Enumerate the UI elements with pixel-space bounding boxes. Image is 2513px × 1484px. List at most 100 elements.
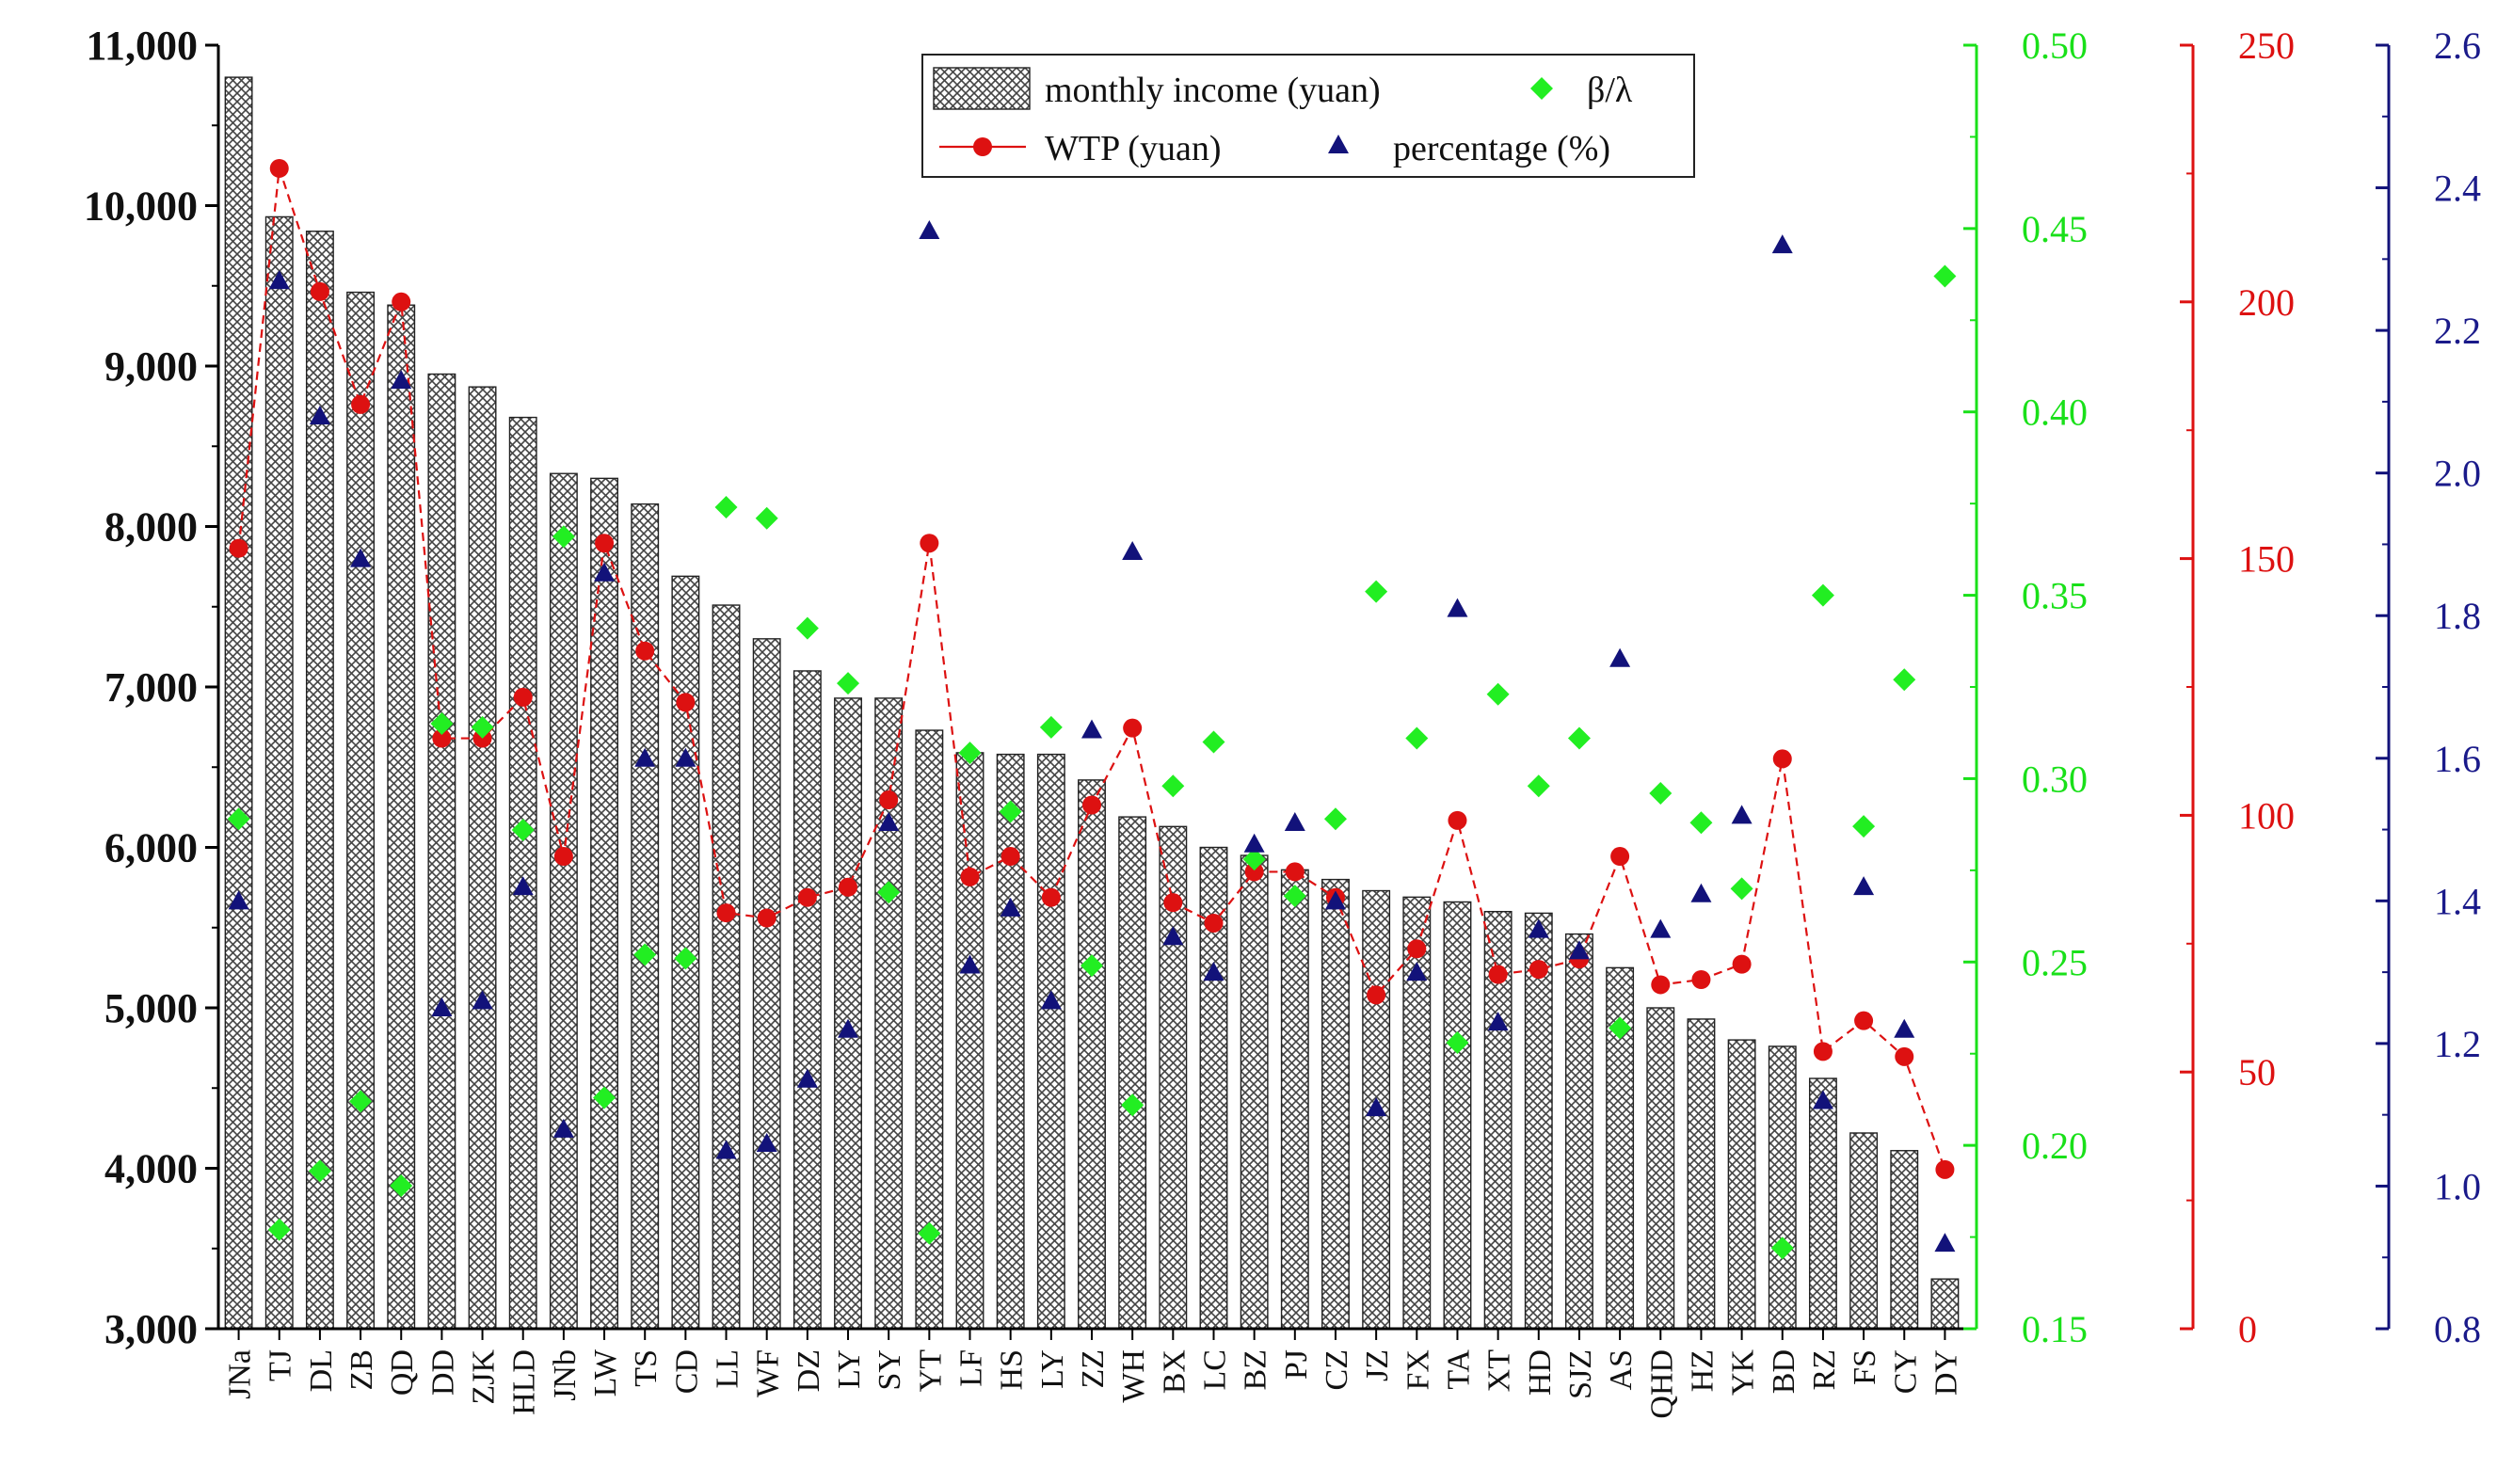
wtp-axis-tick-label: 250 [2238,24,2295,67]
percentage-point [268,270,290,290]
beta-lambda-point [918,1221,941,1245]
wtp-axis-tick-label: 100 [2238,794,2295,837]
bar-income [1036,753,1065,1330]
x-axis-category-label: WH [1116,1349,1151,1403]
bar-income [1808,1077,1837,1330]
bar-income [1768,1045,1797,1330]
legend-swatch-wtp-marker [973,137,992,156]
wtp-point [1163,893,1183,913]
beta-lambda-point [227,807,250,831]
wtp-point [1000,847,1020,867]
beta-lambda-point [1811,583,1834,607]
x-axis-category-label: RZ [1807,1349,1842,1390]
percentage-point [1081,719,1102,739]
wtp-point [1529,960,1548,980]
beta-lambda-point [267,1218,291,1241]
bar-income [1727,1039,1756,1330]
wtp-point [1285,862,1305,882]
percentage-point [838,1018,859,1038]
percentage-axis-tick-label: 1.8 [2434,595,2481,637]
percentage-point [1284,811,1305,831]
beta-lambda-point [1609,1016,1632,1040]
wtp-point [595,534,615,553]
bar-income [1280,869,1309,1330]
beta-lambda-point [1770,1237,1794,1260]
wtp-point [392,292,411,311]
left-axis-tick-label: 10,000 [84,184,198,230]
wtp-axis-tick-label: 200 [2238,281,2295,324]
wtp-point [1488,965,1508,984]
x-axis-category-label: JNb [548,1349,583,1401]
legend-label-income: monthly income (yuan) [1045,71,1381,110]
left-axis-tick-label: 3,000 [104,1306,198,1352]
percentage-axis-tick-label: 2.4 [2434,168,2481,210]
beta-lambda-axis-tick-label: 0.50 [2022,24,2088,67]
x-axis-category-label: SJZ [1563,1349,1598,1399]
percentage-point [1609,647,1631,667]
percentage-point [1406,962,1428,981]
x-axis-category-label: QD [385,1349,420,1396]
percentage-axis-tick-label: 2.6 [2434,24,2481,67]
beta-lambda-point [1242,848,1266,871]
wtp-point [1448,810,1467,830]
wtp-point [839,877,858,897]
percentage-point [552,1118,574,1138]
beta-lambda-point [1039,715,1063,739]
x-axis-category-label: HS [995,1349,1030,1390]
bar-income [1890,1150,1919,1330]
wtp-point [879,790,899,810]
beta-lambda-point [999,800,1022,823]
bar-income [1849,1132,1879,1330]
wtp-point [1367,985,1386,1005]
percentage-point [1690,883,1712,902]
legend-swatch-beta-lambda [1530,77,1553,100]
wtp-point [310,281,329,301]
x-axis-category-label: HLD [507,1349,542,1415]
beta-lambda-point [1852,815,1876,838]
beta-lambda-point [1567,726,1591,750]
wtp-point [1244,862,1264,882]
beta-lambda-axis-tick-label: 0.40 [2022,391,2088,434]
beta-lambda-point [430,711,454,735]
legend-label-beta-lambda: β/λ [1587,71,1633,110]
percentage-point [1324,890,1346,910]
beta-lambda-point [714,496,738,519]
x-axis-category-label: SY [872,1349,907,1390]
axes-layer: 3,000 4,000 5,000 6,000 7,000 8,000 9,000 10,00… [84,23,2481,1419]
left-axis-tick-label: 5,000 [104,985,198,1031]
x-axis-category-label: YK [1726,1349,1761,1396]
percentage-point [919,220,940,240]
percentage-point [1771,234,1793,254]
beta-lambda-point [1649,782,1673,806]
x-axis-category-label: HD [1523,1349,1558,1396]
wtp-point [1935,1159,1955,1179]
beta-lambda-point [593,1086,616,1109]
wtp-point [229,538,248,558]
percentage-point [1366,1097,1387,1117]
beta-lambda-axis-tick-label: 0.35 [2022,575,2088,617]
x-axis-category-label: WF [751,1349,786,1397]
x-axis-category-label: DD [425,1349,460,1396]
percentage-point [1934,1233,1956,1253]
percentage-point [594,562,616,582]
x-axis-category-label: DL [304,1349,339,1392]
bar-income [996,753,1025,1330]
wtp-axis-tick-label: 50 [2238,1051,2276,1093]
x-axis-category-label: JNa [223,1349,258,1399]
bar-income [1646,1007,1675,1330]
x-axis-category-label: CZ [1320,1349,1354,1390]
wtp-point [1204,913,1224,933]
x-axis-category-label: LF [954,1349,989,1387]
x-axis-category-label: YT [913,1349,948,1393]
bar-income [792,670,822,1330]
wtp-point [513,687,533,707]
x-axis-category-label: DY [1929,1349,1963,1396]
percentage-axis-tick-label: 1.4 [2434,880,2481,922]
x-axis-category-label: FS [1848,1349,1882,1385]
wtp-point [432,728,452,748]
bar-income [955,752,984,1330]
bar-income [1078,779,1106,1330]
beta-lambda-axis-tick-label: 0.20 [2022,1125,2088,1167]
x-axis-category-label: PJ [1279,1349,1314,1380]
